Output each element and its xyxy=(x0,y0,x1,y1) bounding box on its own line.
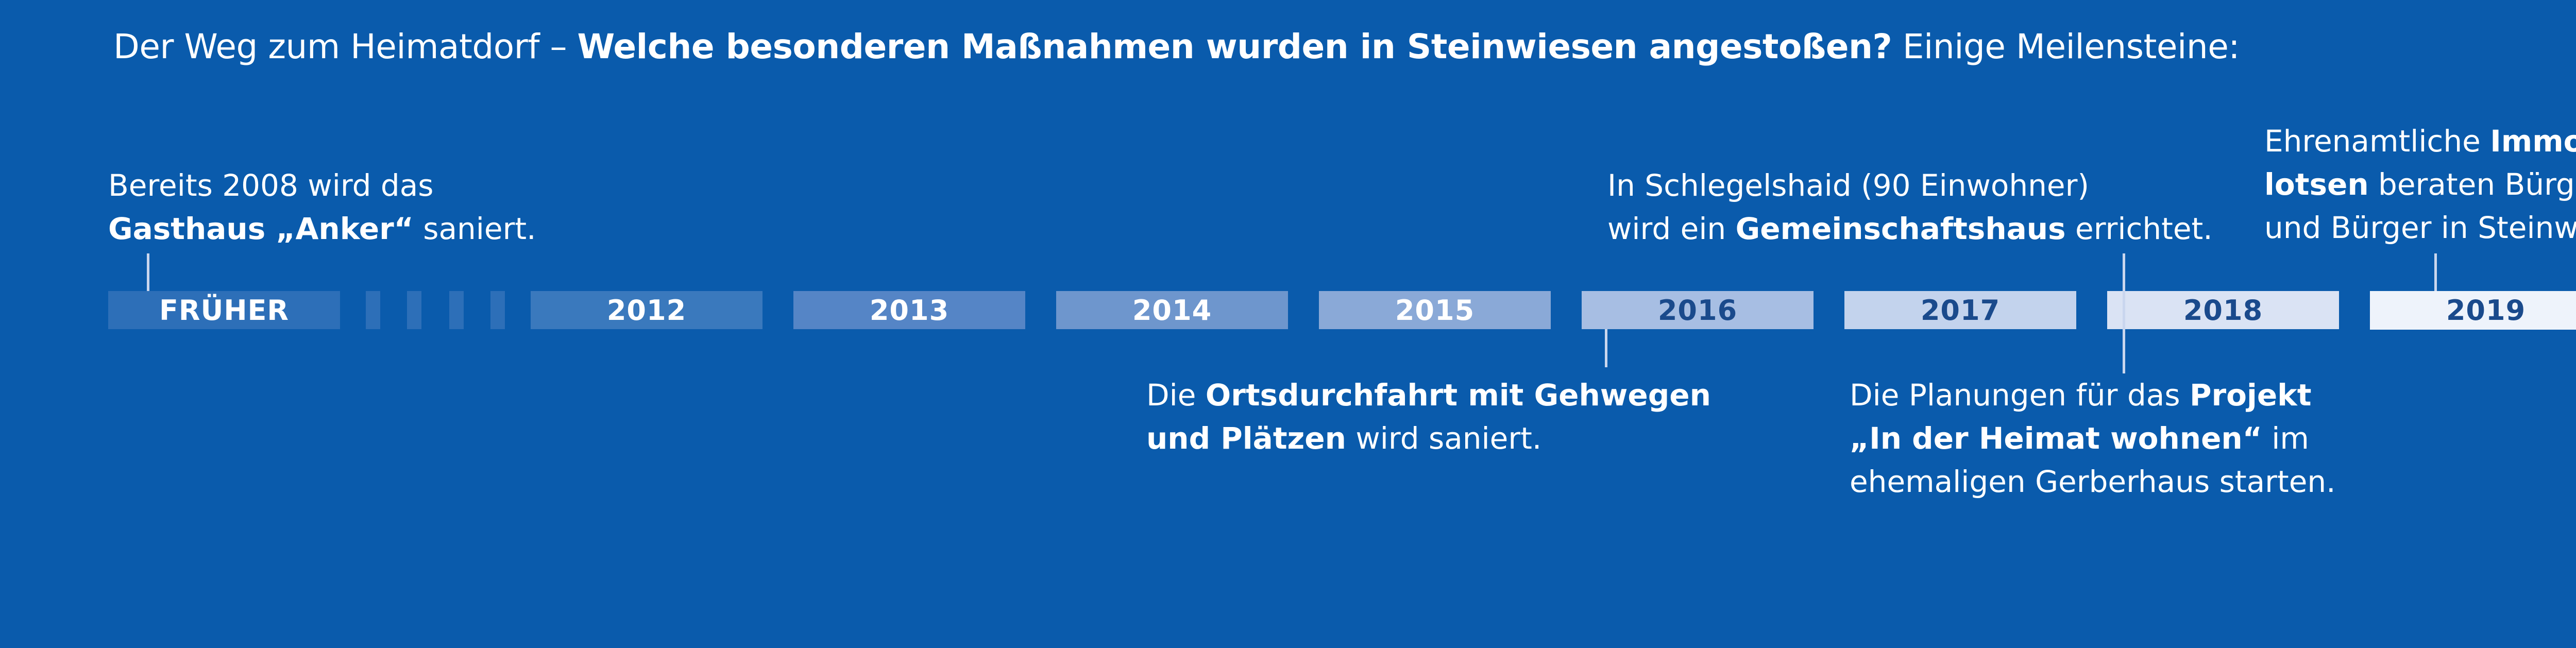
note-bold: Immobilien- xyxy=(2490,124,2576,159)
note-gasthaus: Bereits 2008 wird das Gasthaus „Anker“ s… xyxy=(108,164,536,250)
note-line: Gasthaus „Anker“ saniert. xyxy=(108,207,536,250)
title-outro: Einige Meilensteine: xyxy=(1892,27,2240,66)
note-text: Die Planungen für das xyxy=(1850,378,2190,413)
note-line: „In der Heimat wohnen“ im xyxy=(1850,417,2336,460)
note-line: wird ein Gemeinschaftshaus errichtet. xyxy=(1607,207,2213,250)
note-bold: Gemeinschaftshaus xyxy=(1735,211,2066,246)
note-text: saniert. xyxy=(413,211,536,246)
timeline-segment-frueher: FRÜHER xyxy=(108,291,340,329)
note-line: ehemaligen Gerberhaus starten. xyxy=(1850,464,2336,499)
note-line: und Plätzen wird saniert. xyxy=(1146,417,1711,460)
segment-label: 2014 xyxy=(1132,294,1212,327)
note-bold: lotsen xyxy=(2264,167,2369,202)
connector-tick xyxy=(2434,253,2437,291)
page-title: Der Weg zum Heimatdorf – Welche besonder… xyxy=(113,27,2240,66)
note-bold: und Plätzen xyxy=(1146,421,1346,456)
note-bold: Ortsdurchfahrt mit Gehwegen xyxy=(1205,378,1711,413)
note-projekt-heimat: Die Planungen für das Projekt „In der He… xyxy=(1850,373,2336,503)
timeline-segment-2019: 2019 xyxy=(2370,291,2576,329)
connector-tick xyxy=(147,253,149,291)
segment-label: 2013 xyxy=(869,294,950,327)
note-ortsdurchfahrt: Die Ortsdurchfahrt mit Gehwegen und Plät… xyxy=(1146,373,1711,460)
title-question: Welche besonderen Maßnahmen wurden in St… xyxy=(577,27,1892,66)
timeline-segment-2012: 2012 xyxy=(531,291,762,329)
note-line: Die Ortsdurchfahrt mit Gehwegen xyxy=(1146,373,1711,417)
title-intro: Der Weg zum Heimatdorf – xyxy=(113,27,578,66)
note-text: beraten Bürgerinnen xyxy=(2378,167,2576,202)
timeline-segment-2016: 2016 xyxy=(1582,291,1814,329)
note-line: und Bürger in Steinwiesen. xyxy=(2264,210,2576,245)
timeline-arrow-2019 xyxy=(2370,291,2576,330)
note-immobilienlotsen: Ehrenamtliche Immobilien- lotsen beraten… xyxy=(2264,120,2576,249)
timeline-segment-2017: 2017 xyxy=(1844,291,2076,329)
connector-tick xyxy=(1605,329,1607,367)
segment-label: 2016 xyxy=(1657,294,1738,327)
note-bold: Gasthaus „Anker“ xyxy=(108,211,414,246)
note-line: Bereits 2008 wird das xyxy=(108,168,434,203)
note-line: In Schlegelshaid (90 Einwohner) xyxy=(1607,168,2090,203)
note-text: wird saniert. xyxy=(1346,421,1542,456)
note-text: Die xyxy=(1146,378,1206,413)
note-text: errichtet. xyxy=(2065,211,2213,246)
segment-label: 2018 xyxy=(2183,294,2263,327)
segment-label: FRÜHER xyxy=(159,294,289,327)
timeline-segment-2015: 2015 xyxy=(1319,291,1551,329)
note-text: im xyxy=(2262,421,2309,456)
timeline-segment-2014: 2014 xyxy=(1056,291,1288,329)
segment-label: 2015 xyxy=(1395,294,1475,327)
segment-label: 2019 xyxy=(2446,294,2526,327)
timeline-segment-2018: 2018 xyxy=(2107,291,2339,329)
timeline-gap-dash xyxy=(490,291,505,329)
note-text: Ehrenamtliche xyxy=(2264,124,2490,159)
connector-tick xyxy=(2123,253,2125,373)
segment-label: 2012 xyxy=(606,294,687,327)
note-bold: „In der Heimat wohnen“ xyxy=(1850,421,2262,456)
timeline-segment-2013: 2013 xyxy=(793,291,1025,329)
note-text: wird ein xyxy=(1607,211,1736,246)
timeline-gap-dash xyxy=(407,291,421,329)
note-line: Ehrenamtliche Immobilien- xyxy=(2264,120,2576,163)
note-line: Die Planungen für das Projekt xyxy=(1850,373,2336,417)
timeline-gap-dash xyxy=(449,291,464,329)
note-schlegelshaid: In Schlegelshaid (90 Einwohner) wird ein… xyxy=(1607,164,2213,250)
timeline-gap-dash xyxy=(366,291,380,329)
segment-label: 2017 xyxy=(1920,294,2001,327)
note-bold: Projekt xyxy=(2189,378,2312,413)
note-line: lotsen beraten Bürgerinnen xyxy=(2264,163,2576,206)
